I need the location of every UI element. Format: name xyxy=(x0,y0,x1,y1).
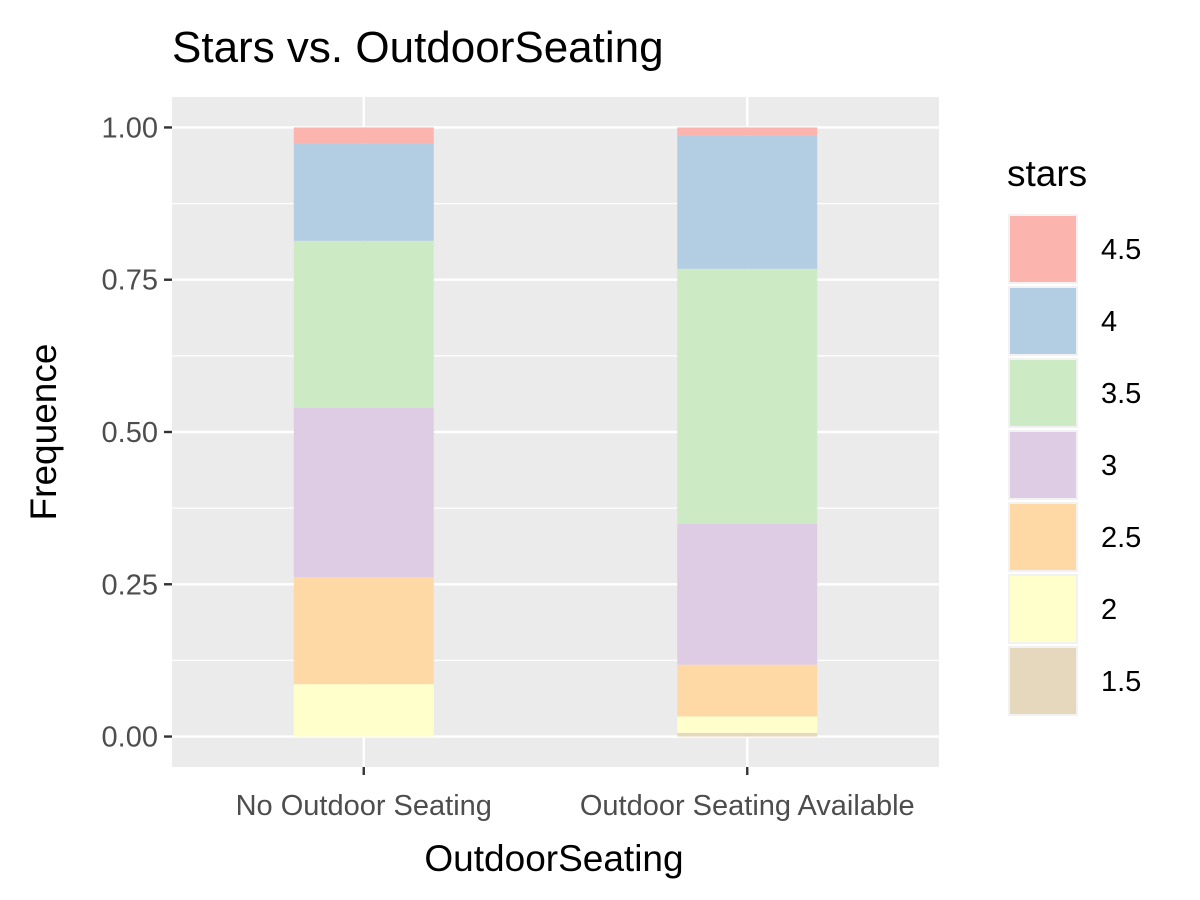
x-axis-title: OutdoorSeating xyxy=(424,838,683,879)
x-tick-label: No Outdoor Seating xyxy=(236,790,492,822)
legend-key-4-5 xyxy=(1010,216,1076,282)
y-axis-title: Frequence xyxy=(23,344,64,521)
legend-title: stars xyxy=(1007,153,1087,194)
chart-title: Stars vs. OutdoorSeating xyxy=(172,23,664,72)
bar-segment-3-stars-outdoor xyxy=(677,523,818,665)
legend-key-3 xyxy=(1010,432,1076,498)
bar-segment-2-5-stars-no-outdoor xyxy=(293,576,434,685)
legend-label-2: 2 xyxy=(1101,594,1117,626)
bar-segment-2-stars-no-outdoor xyxy=(293,684,434,737)
bar-segment-4-stars-outdoor xyxy=(677,135,818,269)
y-tick-label: 0.50 xyxy=(102,417,158,449)
legend-label-3: 3 xyxy=(1101,450,1117,482)
y-tick-label: 0.25 xyxy=(102,569,158,601)
bar-segment-4-stars-no-outdoor xyxy=(293,143,434,241)
bars xyxy=(293,127,818,737)
bar-segment-3-5-stars-outdoor xyxy=(677,268,818,524)
y-tick-label: 1.00 xyxy=(102,112,158,144)
x-axis: No Outdoor Seating Outdoor Seating Availa… xyxy=(236,767,915,822)
bar-segment-2-5-stars-outdoor xyxy=(677,664,818,717)
legend-key-3-5 xyxy=(1010,360,1076,426)
bar-segment-1-5-stars-outdoor xyxy=(677,732,818,737)
x-tick-label: Outdoor Seating Available xyxy=(580,790,915,822)
bar-segment-3-5-stars-no-outdoor xyxy=(293,240,434,408)
y-axis: 0.00 0.25 0.50 0.75 1.00 xyxy=(102,112,172,754)
legend-label-2-5: 2.5 xyxy=(1101,522,1141,554)
legend-key-2-5 xyxy=(1010,504,1076,570)
y-tick-label: 0.75 xyxy=(102,265,158,297)
y-tick-label: 0.00 xyxy=(102,722,158,754)
legend-label-1-5: 1.5 xyxy=(1101,666,1141,698)
legend-key-4 xyxy=(1010,288,1076,354)
legend-label-4-5: 4.5 xyxy=(1101,234,1141,266)
bar-segment-4-5-stars-outdoor xyxy=(677,127,818,136)
legend-label-4: 4 xyxy=(1101,306,1117,338)
bar-segment-2-stars-outdoor xyxy=(677,716,818,733)
legend-key-1-5 xyxy=(1010,648,1076,714)
bar-segment-3-stars-no-outdoor xyxy=(293,407,434,577)
legend: stars 4.5 4 3.5 3 2.5 2 1.5 xyxy=(1007,153,1141,716)
legend-key-2 xyxy=(1010,576,1076,642)
legend-label-3-5: 3.5 xyxy=(1101,378,1141,410)
bar-segment-4-5-stars-no-outdoor xyxy=(293,127,434,144)
